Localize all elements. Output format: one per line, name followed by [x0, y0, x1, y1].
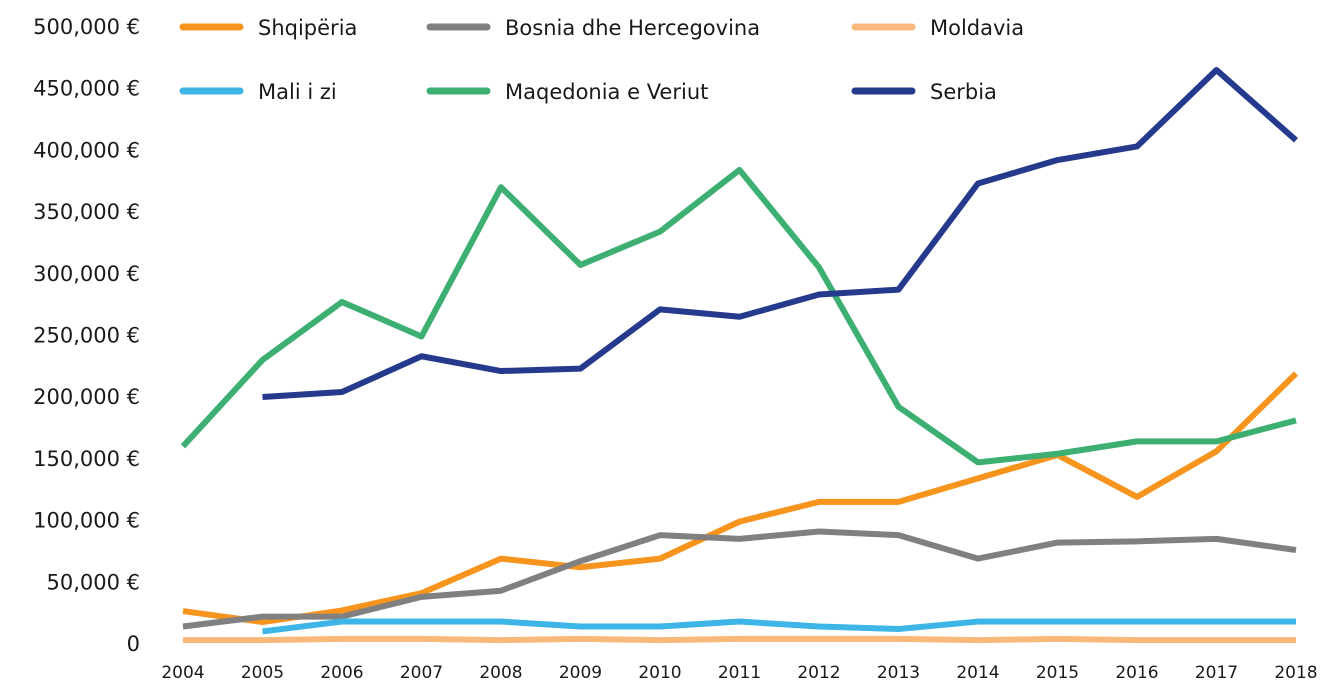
x-tick-label: 2014	[956, 663, 999, 683]
legend-label: Bosnia dhe Hercegovina	[505, 16, 760, 40]
x-tick-label: 2017	[1195, 663, 1238, 683]
series-line	[262, 66, 1298, 400]
x-tick-label: 2011	[718, 663, 761, 683]
x-tick-label: 2018	[1274, 663, 1317, 683]
y-tick-label: 150,000 €	[33, 447, 140, 471]
series-line	[182, 528, 1297, 630]
x-tick-label: 2004	[161, 663, 204, 683]
y-tick-label: 0	[127, 632, 140, 656]
x-tick-label: 2006	[320, 663, 363, 683]
x-tick-label: 2010	[638, 663, 681, 683]
y-tick-label: 250,000 €	[33, 324, 140, 348]
x-tick-label: 2012	[797, 663, 840, 683]
legend-label: Shqipëria	[258, 16, 357, 40]
y-tick-label: 50,000 €	[46, 570, 140, 594]
x-tick-label: 2007	[400, 663, 443, 683]
x-tick-label: 2016	[1115, 663, 1158, 683]
series-line	[180, 166, 1297, 466]
y-tick-label: 400,000 €	[33, 138, 140, 162]
series-line	[182, 371, 1299, 626]
y-tick-label: 100,000 €	[33, 509, 140, 533]
y-tick-label: 200,000 €	[33, 385, 140, 409]
y-tick-label: 350,000 €	[33, 200, 140, 224]
y-tick-label: 500,000 €	[33, 15, 140, 39]
x-tick-label: 2009	[559, 663, 602, 683]
legend-label: Serbia	[930, 80, 997, 104]
x-tick-label: 2015	[1036, 663, 1079, 683]
y-tick-label: 300,000 €	[33, 262, 140, 286]
x-tick-label: 2005	[241, 663, 284, 683]
series-line	[262, 618, 1296, 635]
legend-label: Moldavia	[930, 16, 1024, 40]
series-line	[183, 635, 1296, 644]
legend-label: Mali i zi	[258, 80, 337, 104]
x-tick-label: 2008	[479, 663, 522, 683]
x-tick-label: 2013	[877, 663, 920, 683]
y-tick-label: 450,000 €	[33, 77, 140, 101]
legend-label: Maqedonia e Veriut	[505, 80, 708, 104]
